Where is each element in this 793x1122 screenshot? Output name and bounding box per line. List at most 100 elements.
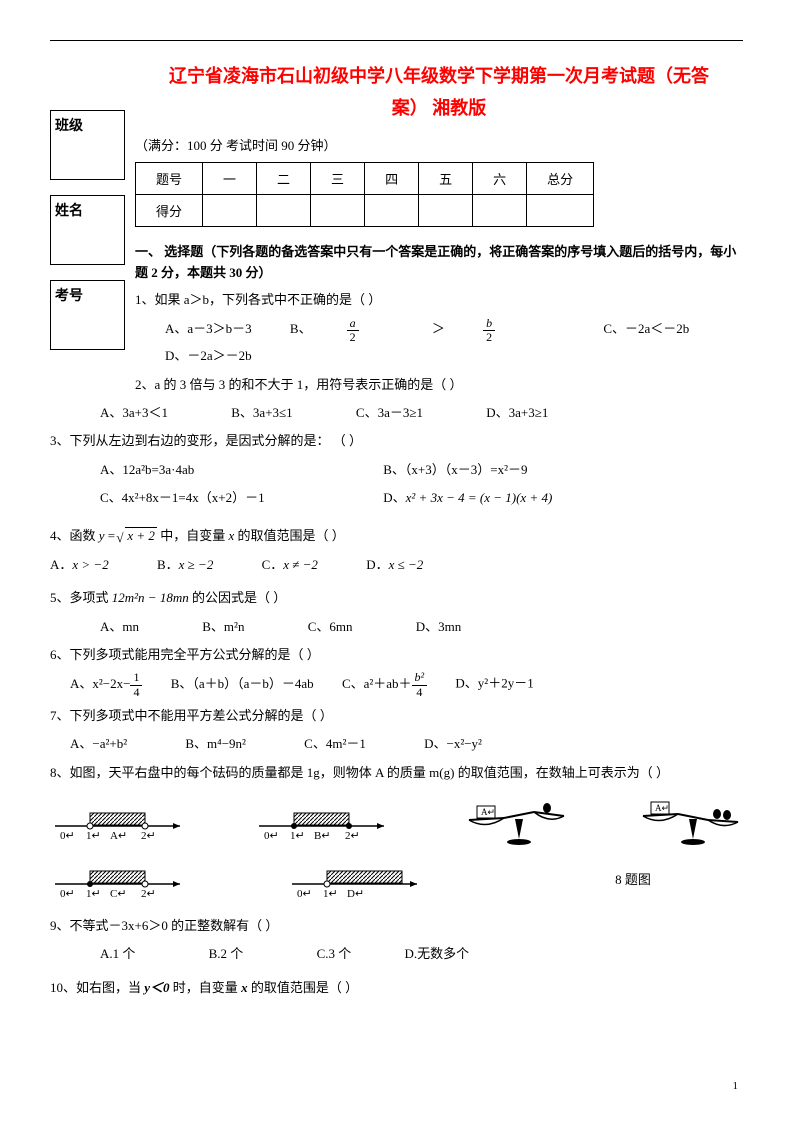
q1-b: B、a2 ＞ b2	[290, 317, 565, 344]
q5-options: A、mn B、m²n C、6mn D、3mn	[100, 615, 743, 638]
numberline-d-icon: 0↵ 1↵ D↵	[287, 859, 427, 899]
q3-d: D、x² + 3x − 4 = (x − 1)(x + 4)	[383, 490, 552, 505]
q7-c: C、4m²－1	[304, 736, 366, 751]
name-box: 姓名	[50, 195, 125, 265]
score-table: 题号 一 二 三 四 五 六 总分 得分	[135, 162, 594, 227]
q6-a: A、x²−2x−14	[70, 676, 142, 691]
question-4: 4、函数 y = √x + 2 中，自变量 x 的取值范围是（ ）	[50, 524, 743, 547]
svg-text:0↵: 0↵	[60, 888, 75, 899]
question-2: 2、a 的 3 倍与 3 的和不大于 1，用符号表示正确的是（ ）	[135, 373, 743, 396]
q6-options: A、x²−2x−14 B、（a＋b）（a－b）－4ab C、a²＋ab＋b²4 …	[70, 671, 743, 698]
svg-text:1↵: 1↵	[323, 888, 338, 899]
q7-d: D、−x²−y²	[424, 736, 482, 751]
q6-b: B、（a＋b）（a－b）－4ab	[171, 676, 314, 691]
th-num: 题号	[136, 162, 203, 194]
q3-a: A、12a²b=3a·4ab	[100, 458, 380, 481]
numberline-a-icon: 0↵ 1↵ A↵ 2↵	[50, 801, 190, 841]
q2-a: A、3a+3＜1	[100, 405, 168, 420]
q9-c: C.3 个	[317, 946, 352, 961]
th-3: 三	[311, 162, 365, 194]
page-number: 1	[733, 1080, 739, 1092]
q5-d: D、3mn	[416, 619, 462, 634]
numberline-c-icon: 0↵ 1↵ C↵ 2↵	[50, 859, 190, 899]
exam-meta: （满分：100 分 考试时间 90 分钟）	[135, 135, 743, 154]
question-5: 5、多项式 12m²n − 18mn 的公因式是（ ）	[50, 586, 743, 609]
svg-text:A↵: A↵	[481, 807, 495, 817]
th-total: 总分	[527, 162, 594, 194]
q2-options: A、3a+3＜1 B、3a+3≤1 C、3a－3≥1 D、3a+3≥1	[100, 401, 743, 424]
svg-text:0↵: 0↵	[60, 830, 75, 841]
q5-c: C、6mn	[308, 619, 353, 634]
question-10: 10、如右图，当 y＜0 时，自变量 x 的取值范围是（ ）	[50, 976, 743, 999]
svg-text:1↵: 1↵	[86, 888, 101, 899]
q8-label: 8 题图	[523, 869, 743, 888]
main-content: 辽宁省凌海市石山初级中学八年级数学下学期第一次月考试题（无答 案） 湘教版 （满…	[135, 60, 743, 396]
svg-text:2↵: 2↵	[141, 888, 156, 899]
title-line-1: 辽宁省凌海市石山初级中学八年级数学下学期第一次月考试题（无答	[169, 66, 709, 86]
question-7: 7、下列多项式中不能用平方差公式分解的是（ ）	[50, 704, 743, 727]
q1-c: C、－2a＜－2b	[603, 317, 689, 340]
title-line-2: 案） 湘教版	[392, 98, 487, 118]
q5-b: B、m²n	[202, 619, 244, 634]
q2-c: C、3a－3≥1	[356, 405, 423, 420]
question-8: 8、如图，天平右盘中的每个砝码的质量都是 1g，则物体 A 的质量 m(g) 的…	[50, 761, 743, 784]
balance-2-icon: A↵	[633, 794, 743, 849]
q7-options: A、−a²+b² B、m⁴−9n² C、4m²－1 D、−x²−y²	[70, 732, 743, 755]
q1-a: A、a－3＞b－3	[165, 317, 252, 340]
q8-diagrams-row1: 0↵ 1↵ A↵ 2↵ 0↵ 1↵ B↵ 2↵ A↵ A↵	[50, 794, 743, 849]
th-6: 六	[473, 162, 527, 194]
table-row: 得分	[136, 194, 594, 226]
th-4: 四	[365, 162, 419, 194]
info-boxes: 班级 姓名 考号	[50, 110, 125, 365]
q9-a: A.1 个	[100, 946, 135, 961]
q6-d: D、y²＋2y－1	[455, 676, 533, 691]
q9-options: A.1 个 B.2 个 C.3 个 D.无数多个	[100, 942, 743, 965]
q7-a: A、−a²+b²	[70, 736, 127, 751]
question-1: 1、如果 a＞b，下列各式中不正确的是（ ）	[135, 288, 743, 311]
th-2: 二	[257, 162, 311, 194]
svg-text:2↵: 2↵	[141, 830, 156, 841]
balance-1-icon: A↵	[459, 794, 569, 849]
section-1-title: 一、 选择题（下列各题的备选答案中只有一个答案是正确的，将正确答案的序号填入题后…	[135, 242, 743, 284]
q4-b: B．x ≥ −2	[157, 557, 213, 572]
q4-d: D．x ≤ −2	[366, 557, 423, 572]
svg-text:A↵: A↵	[110, 830, 127, 841]
id-box: 考号	[50, 280, 125, 350]
q8-diagrams-row2: 0↵ 1↵ C↵ 2↵ 0↵ 1↵ D↵ 8 题图	[50, 859, 743, 899]
th-5: 五	[419, 162, 473, 194]
svg-text:C↵: C↵	[110, 888, 127, 899]
svg-text:1↵: 1↵	[290, 830, 305, 841]
svg-text:D↵: D↵	[347, 888, 364, 899]
svg-text:A↵: A↵	[655, 803, 669, 813]
q2-b: B、3a+3≤1	[231, 405, 292, 420]
svg-text:B↵: B↵	[314, 830, 331, 841]
svg-text:1↵: 1↵	[86, 830, 101, 841]
class-box: 班级	[50, 110, 125, 180]
top-rule	[50, 40, 743, 41]
score-label: 得分	[136, 194, 203, 226]
q1-options: A、a－3＞b－3 B、a2 ＞ b2 C、－2a＜－2b D、－2a＞－2b	[165, 317, 743, 368]
q4-c: C．x ≠ −2	[262, 557, 318, 572]
q3-options-row1: A、12a²b=3a·4ab B、（x+3）（x－3）=x²－9	[100, 458, 743, 481]
q9-d: D.无数多个	[404, 946, 469, 961]
question-3: 3、下列从左边到右边的变形，是因式分解的是： （ ）	[50, 429, 743, 452]
question-9: 9、不等式－3x+6＞0 的正整数解有（ ）	[50, 914, 743, 937]
numberline-b-icon: 0↵ 1↵ B↵ 2↵	[254, 801, 394, 841]
q1-d: D、－2a＞－2b	[165, 344, 252, 367]
q7-b: B、m⁴−9n²	[185, 736, 246, 751]
svg-text:0↵: 0↵	[264, 830, 279, 841]
svg-text:0↵: 0↵	[297, 888, 312, 899]
q3-options-row2: C、4x²+8x－1=4x（x+2）－1 D、x² + 3x − 4 = (x …	[100, 486, 743, 509]
q3-b: B、（x+3）（x－3）=x²－9	[383, 462, 527, 477]
q5-a: A、mn	[100, 619, 139, 634]
q6-c: C、a²＋ab＋b²4	[342, 676, 427, 691]
th-1: 一	[203, 162, 257, 194]
q3-c: C、4x²+8x－1=4x（x+2）－1	[100, 486, 380, 509]
q4-a: A．x > −2	[50, 557, 109, 572]
svg-text:2↵: 2↵	[345, 830, 360, 841]
exam-title: 辽宁省凌海市石山初级中学八年级数学下学期第一次月考试题（无答 案） 湘教版	[135, 60, 743, 125]
table-row: 题号 一 二 三 四 五 六 总分	[136, 162, 594, 194]
q2-d: D、3a+3≥1	[486, 405, 548, 420]
q4-options: A．x > −2 B．x ≥ −2 C．x ≠ −2 D．x ≤ −2	[50, 553, 743, 576]
q9-b: B.2 个	[209, 946, 244, 961]
